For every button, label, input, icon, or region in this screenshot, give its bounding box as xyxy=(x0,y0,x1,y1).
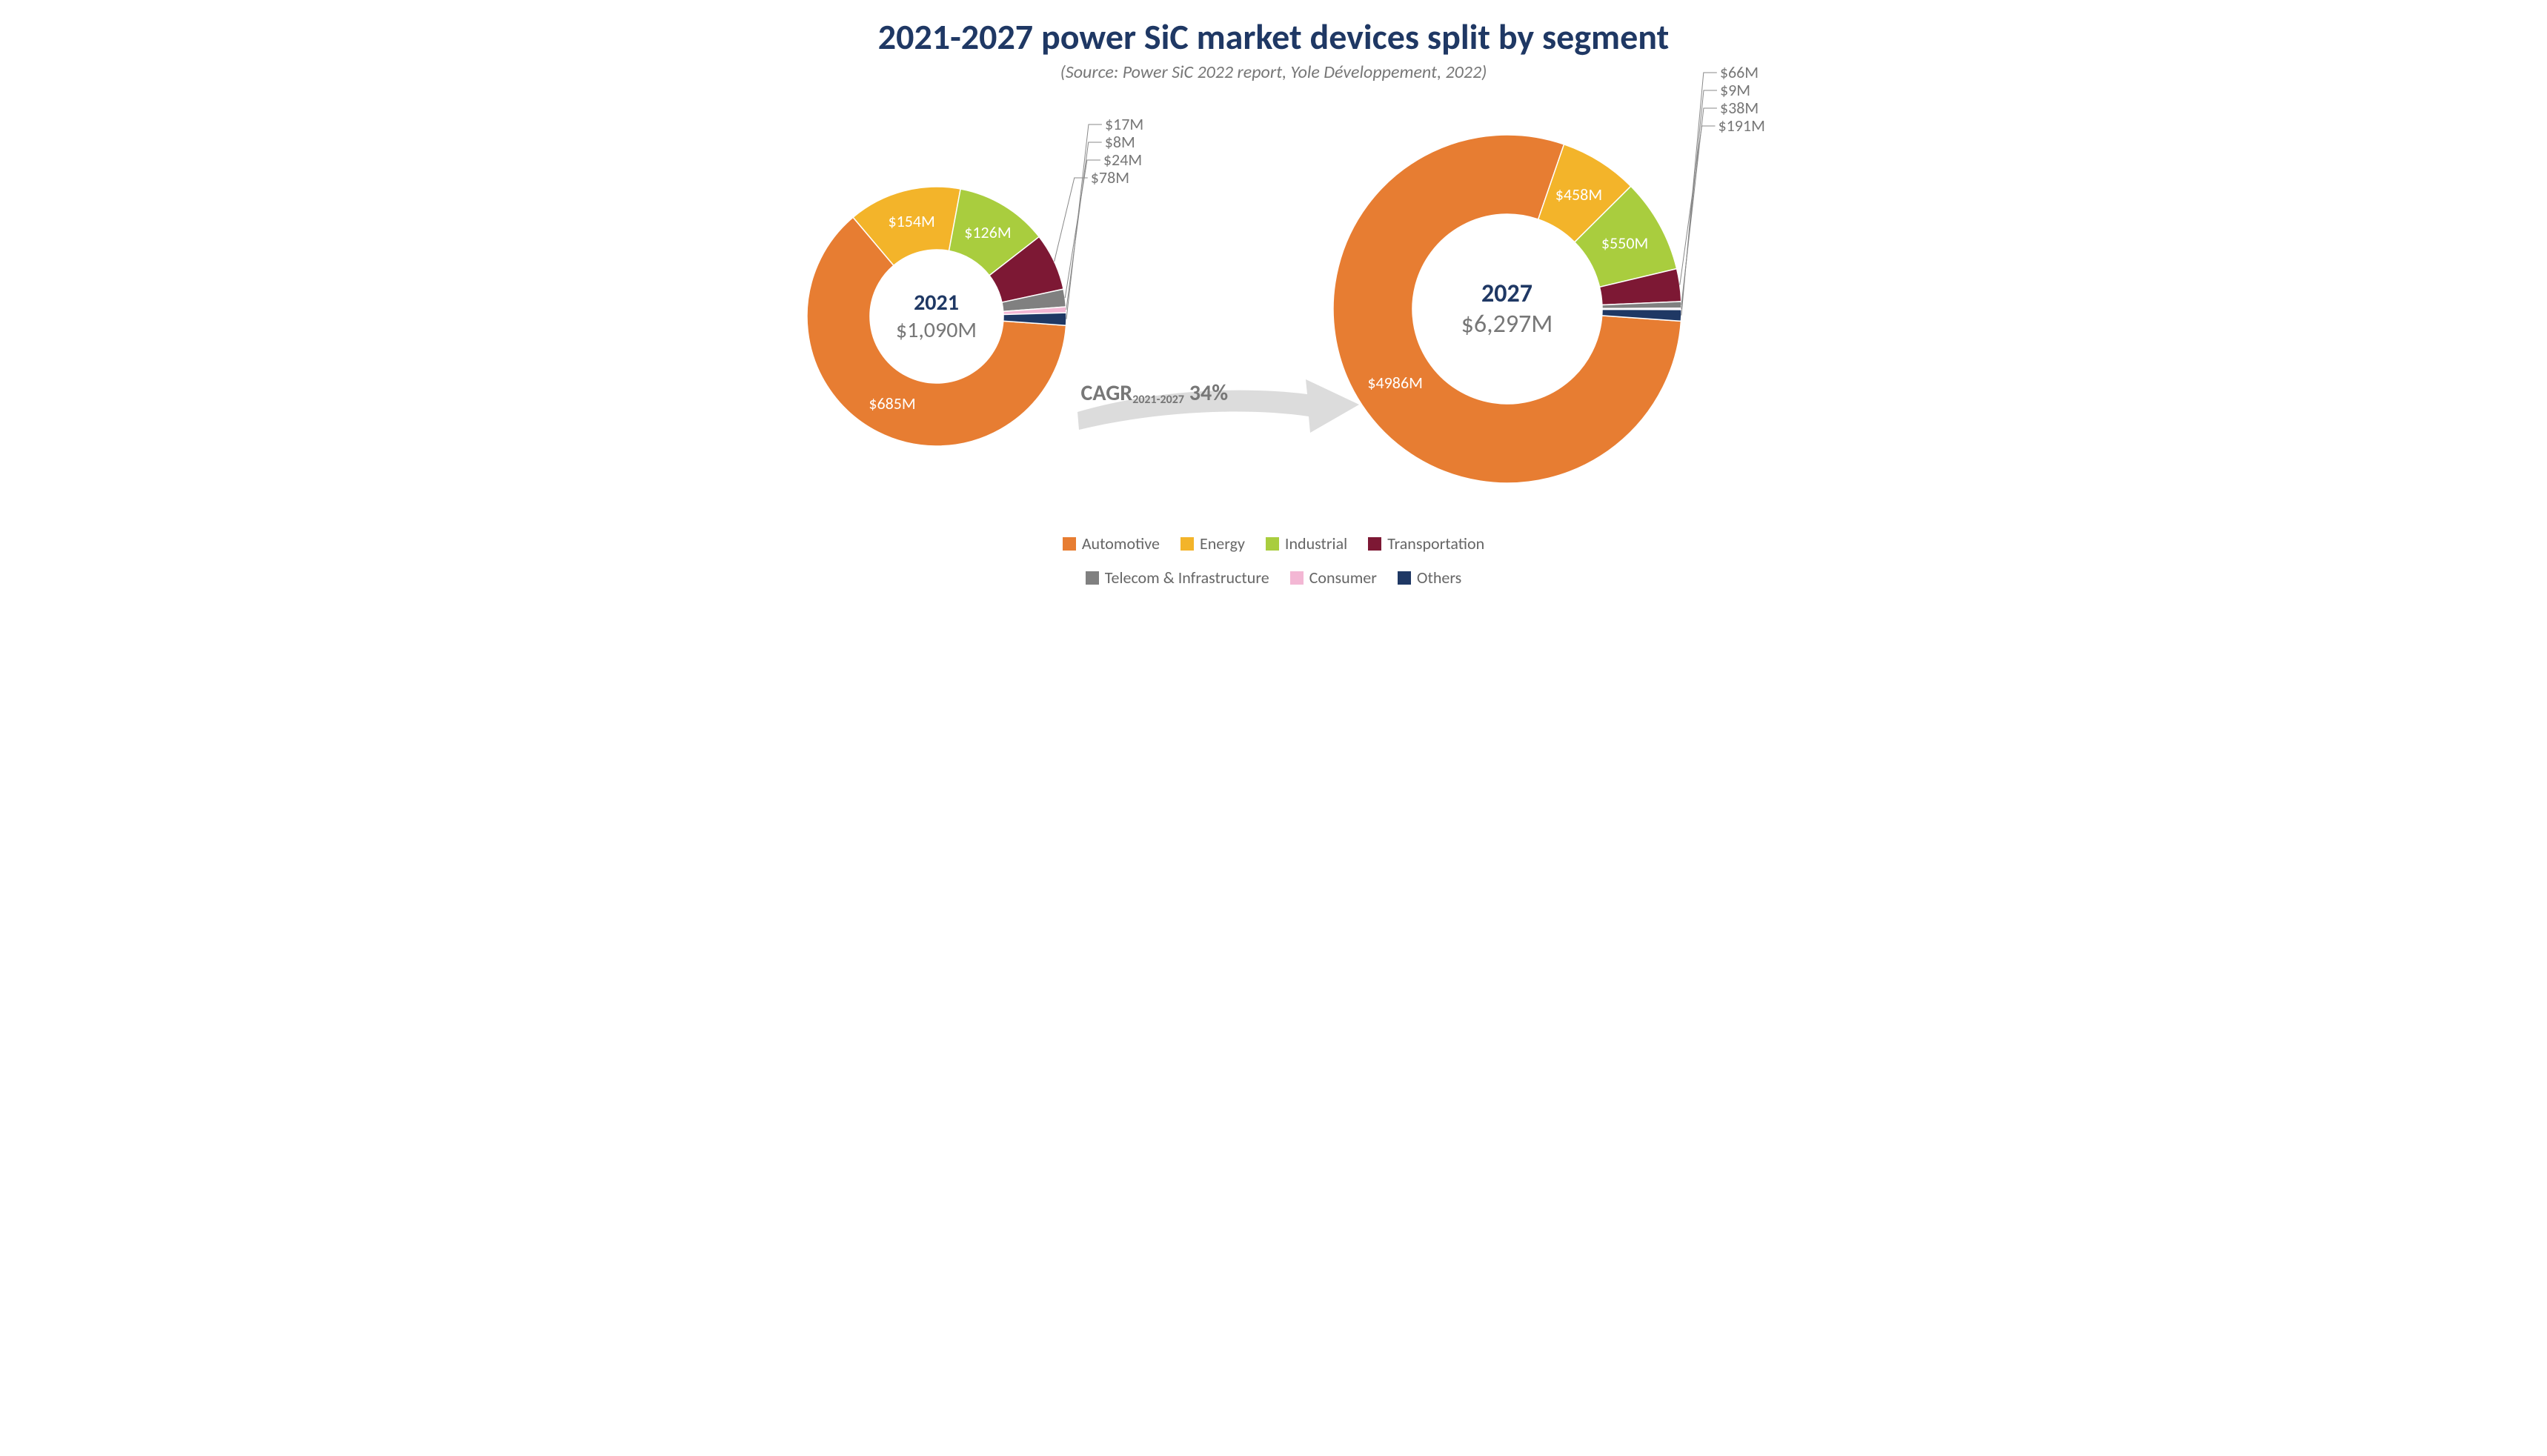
slice-label-telecom: $24M xyxy=(1103,150,1141,170)
leader-others xyxy=(1681,73,1716,316)
slice-label-telecom: $38M xyxy=(1719,98,1758,118)
charts-row: $685M$154M$126M$78M$24M$8M$17M 2021 $1,0… xyxy=(755,105,1793,520)
legend-swatch-telecom xyxy=(1086,571,1099,585)
slice-label-consumer: $9M xyxy=(1720,80,1750,100)
slice-label-energy: $458M xyxy=(1555,185,1601,205)
cagr-text: CAGR2021-2027 34% xyxy=(1081,379,1229,407)
leader-others xyxy=(1066,124,1101,319)
leader-transportation xyxy=(1054,178,1087,262)
slice-label-industrial: $126M xyxy=(964,222,1011,242)
cagr-subscript: 2021-2027 xyxy=(1132,393,1184,407)
donut-2027: $4986M$458M$550M$191M$38M$9M$66M 2027 $6… xyxy=(1333,135,1800,605)
cagr-block: CAGR2021-2027 34% xyxy=(1081,379,1348,407)
slice-label-industrial: $550M xyxy=(1601,233,1647,253)
chart-page: 2021-2027 power SiC market devices split… xyxy=(740,0,1807,625)
slice-label-energy: $154M xyxy=(888,211,934,231)
slice-label-automotive: $685M xyxy=(869,393,915,413)
slice-label-transportation: $191M xyxy=(1718,116,1764,136)
slice-label-transportation: $78M xyxy=(1090,167,1129,187)
donut-svg-2027: $4986M $458M $550M $191M$38M$9M$66M xyxy=(1215,16,1800,602)
slice-label-consumer: $8M xyxy=(1104,132,1135,152)
donut-svg-2021: $685M $154M $126M $78M$24M$8M$17M xyxy=(688,68,1185,565)
cagr-value: 34% xyxy=(1189,379,1228,407)
slice-label-automotive: $4986M xyxy=(1367,373,1423,393)
cagr-prefix: CAGR xyxy=(1081,379,1133,407)
slice-label-others: $66M xyxy=(1719,62,1758,82)
slice-label-others: $17M xyxy=(1104,114,1143,134)
